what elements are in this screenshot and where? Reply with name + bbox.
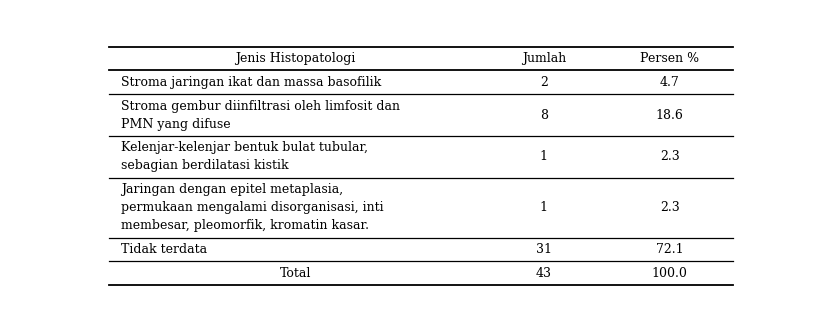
- Text: 1: 1: [540, 150, 548, 163]
- Text: 18.6: 18.6: [656, 109, 684, 122]
- Text: 1: 1: [540, 201, 548, 214]
- Text: 43: 43: [536, 267, 552, 280]
- Text: PMN yang difuse: PMN yang difuse: [121, 118, 230, 131]
- Text: Jenis Histopatologi: Jenis Histopatologi: [235, 52, 356, 65]
- Text: 72.1: 72.1: [656, 243, 684, 256]
- Text: Stroma gembur diinfiltrasi oleh limfosit dan: Stroma gembur diinfiltrasi oleh limfosit…: [121, 100, 399, 113]
- Text: permukaan mengalami disorganisasi, inti: permukaan mengalami disorganisasi, inti: [121, 201, 383, 214]
- Text: 8: 8: [540, 109, 548, 122]
- Text: Total: Total: [279, 267, 312, 280]
- Text: Jumlah: Jumlah: [522, 52, 566, 65]
- Text: Tidak terdata: Tidak terdata: [121, 243, 206, 256]
- Text: membesar, pleomorfik, kromatin kasar.: membesar, pleomorfik, kromatin kasar.: [121, 219, 368, 232]
- Text: 2.3: 2.3: [660, 150, 680, 163]
- Text: sebagian berdilatasi kistik: sebagian berdilatasi kistik: [121, 159, 289, 172]
- Text: Jaringan dengan epitel metaplasia,: Jaringan dengan epitel metaplasia,: [121, 183, 343, 196]
- Text: 2.3: 2.3: [660, 201, 680, 214]
- Text: 2: 2: [540, 76, 547, 89]
- Text: 100.0: 100.0: [652, 267, 688, 280]
- Text: Stroma jaringan ikat dan massa basofilik: Stroma jaringan ikat dan massa basofilik: [121, 76, 381, 89]
- Text: Kelenjar-kelenjar bentuk bulat tubular,: Kelenjar-kelenjar bentuk bulat tubular,: [121, 141, 367, 155]
- Text: 31: 31: [536, 243, 552, 256]
- Text: 4.7: 4.7: [660, 76, 680, 89]
- Text: Persen %: Persen %: [640, 52, 700, 65]
